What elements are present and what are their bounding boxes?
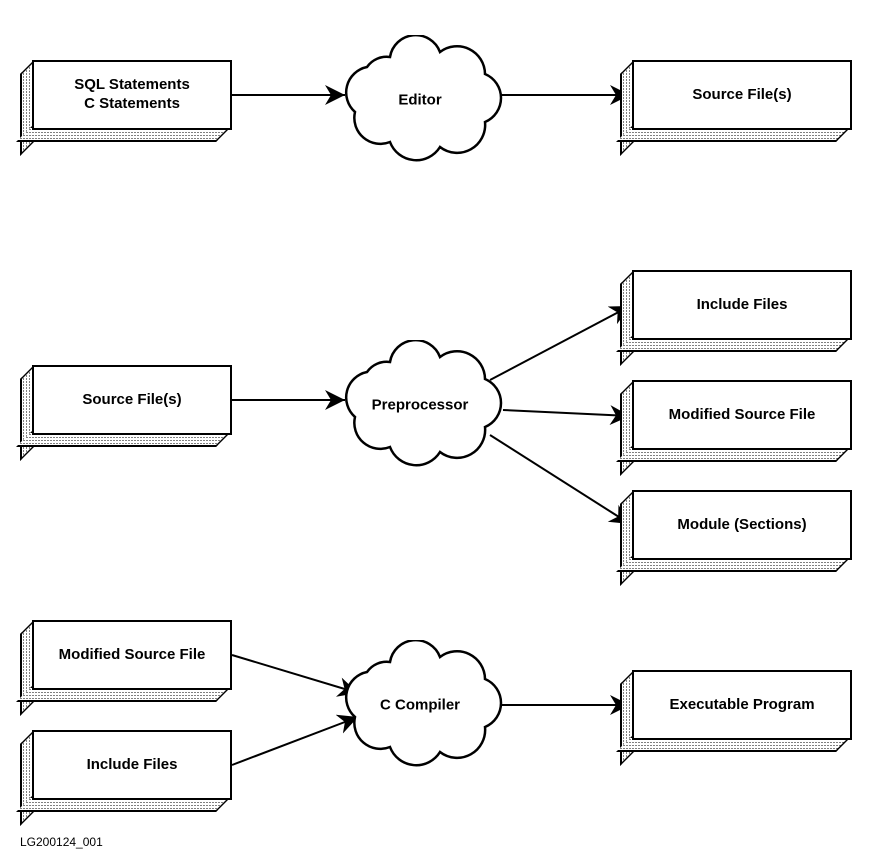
node-preprocessor: Preprocessor [335, 340, 505, 470]
node-include-files-1: Include Files [620, 270, 852, 352]
node-label: SQL Statements C Statements [32, 60, 232, 130]
figure-caption: LG200124_001 [20, 835, 103, 849]
edge-preproc-to-modsrc1 [503, 410, 630, 416]
node-source-files-1: Source File(s) [620, 60, 852, 142]
edge-preproc-to-module [490, 435, 630, 524]
node-modified-source-file-2: Modified Source File [20, 620, 232, 702]
node-modified-source-file-1: Modified Source File [620, 380, 852, 462]
edge-preproc-to-include1 [490, 306, 630, 380]
node-editor: Editor [335, 35, 505, 165]
node-label: Include Files [32, 730, 232, 800]
node-label: Source File(s) [32, 365, 232, 435]
node-label: Modified Source File [32, 620, 232, 690]
node-module-sections: Module (Sections) [620, 490, 852, 572]
node-label: Editor [335, 92, 505, 109]
node-label: Module (Sections) [632, 490, 852, 560]
node-include-files-2: Include Files [20, 730, 232, 812]
node-label: Executable Program [632, 670, 852, 740]
node-label: Source File(s) [632, 60, 852, 130]
diagram: SQL Statements C Statements Editor Sourc… [0, 0, 894, 867]
node-label: C Compiler [335, 697, 505, 714]
node-executable-program: Executable Program [620, 670, 852, 752]
node-label: Preprocessor [335, 397, 505, 414]
node-label: Modified Source File [632, 380, 852, 450]
node-c-compiler: C Compiler [335, 640, 505, 770]
node-sql-c-statements: SQL Statements C Statements [20, 60, 232, 142]
node-label: Include Files [632, 270, 852, 340]
node-source-files-2: Source File(s) [20, 365, 232, 447]
